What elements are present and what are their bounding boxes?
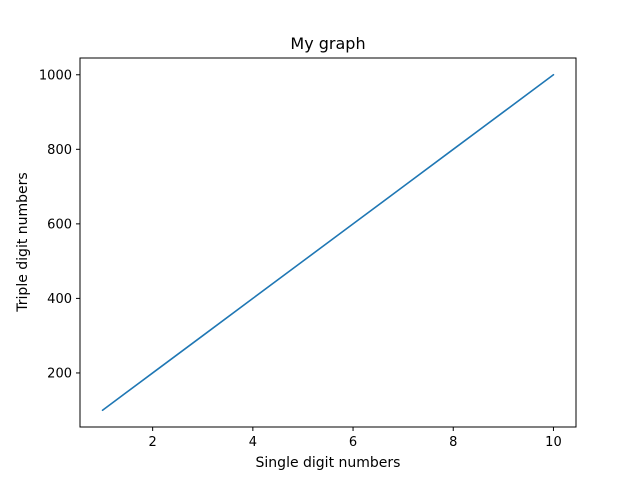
y-axis: 200 400 600 800 1000 [39, 68, 80, 381]
y-tick-label: 800 [47, 143, 72, 158]
x-axis-label: Single digit numbers [256, 455, 401, 471]
y-tick-label: 600 [47, 217, 72, 232]
x-tick-label: 10 [545, 435, 562, 450]
x-tick-label: 2 [149, 435, 157, 450]
y-tick-label: 200 [47, 366, 72, 381]
plot-area [101, 73, 555, 412]
axes-frame [79, 57, 577, 428]
y-axis-label: Triple digit numbers [15, 172, 31, 312]
x-axis: 2 4 6 8 10 [149, 427, 562, 450]
y-tick-label: 400 [47, 292, 72, 307]
x-tick-label: 6 [349, 435, 357, 450]
series-line [101, 73, 555, 412]
x-tick-label: 8 [449, 435, 457, 450]
y-tick-label: 1000 [39, 68, 72, 83]
chart-title: My graph [290, 34, 365, 53]
x-tick-label: 4 [249, 435, 257, 450]
